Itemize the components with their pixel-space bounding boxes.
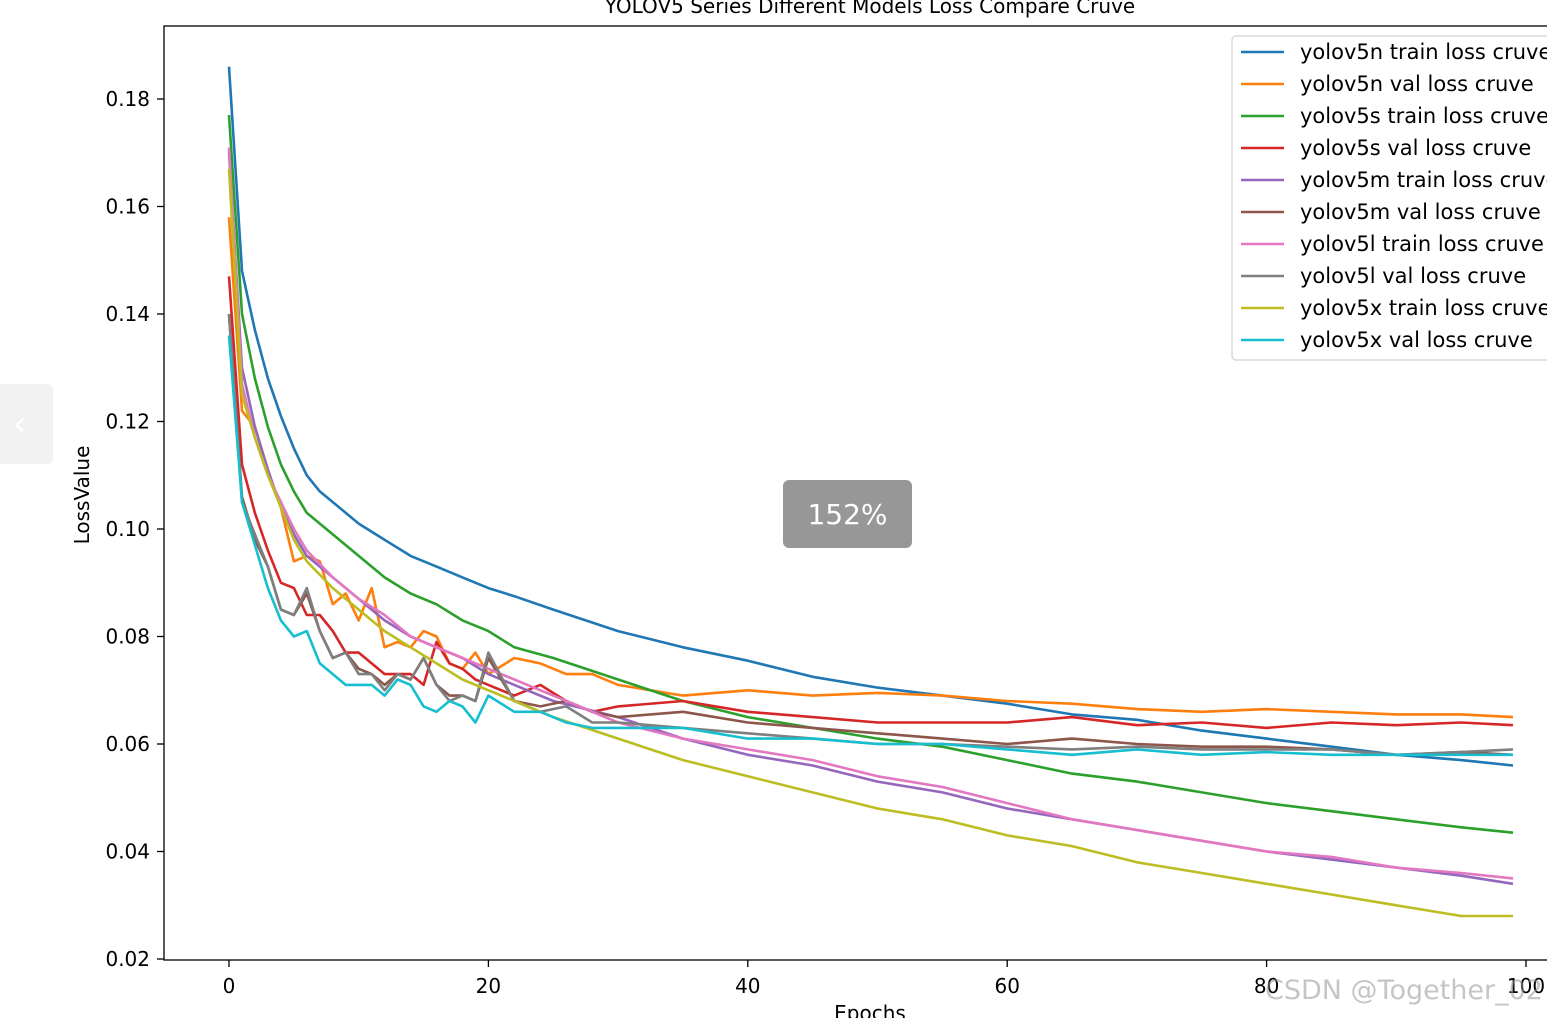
plot-frame xyxy=(163,25,1547,961)
watermark: CSDN @Together_02 xyxy=(1264,975,1543,1006)
y-axis-label: LossValue xyxy=(70,446,94,545)
series-line-10 xyxy=(227,335,1513,757)
legend-entry-label: yolov5l train loss cruve xyxy=(1300,232,1544,256)
series-line-3 xyxy=(227,115,1514,834)
x-tick-label: 20 xyxy=(476,974,501,998)
plot-area xyxy=(163,25,1547,961)
x-tick-label: 60 xyxy=(994,974,1019,998)
chart-title: YOLOV5 Series Different Models Loss Comp… xyxy=(604,0,1135,18)
y-tick-label: 0.12 xyxy=(105,410,150,434)
x-axis: 0 20 40 60 80 100 xyxy=(223,960,1545,998)
chart-legend: yolov5n train loss cruve yolov5n val loss… xyxy=(1231,35,1547,361)
legend-entry-label: yolov5x val loss cruve xyxy=(1300,328,1533,352)
x-tick-label: 0 xyxy=(223,974,236,998)
y-tick-label: 0.18 xyxy=(105,87,150,111)
x-axis-label: Epochs xyxy=(834,1001,906,1018)
y-tick-label: 0.16 xyxy=(105,195,150,219)
y-axis: 0.02 0.04 0.06 0.08 0.10 0.12 0.14 0.16 0.18 xyxy=(105,87,164,971)
legend-entry-label: yolov5n train loss cruve xyxy=(1300,40,1547,64)
y-tick-label: 0.08 xyxy=(105,625,150,649)
y-tick-label: 0.02 xyxy=(105,947,150,971)
y-tick-label: 0.06 xyxy=(105,732,150,756)
series-line-8 xyxy=(227,313,1514,757)
x-tick-label: 80 xyxy=(1254,974,1279,998)
legend-entry-label: yolov5s val loss cruve xyxy=(1300,136,1531,160)
legend-entry-label: yolov5m train loss cruve xyxy=(1300,168,1547,192)
legend-entry-label: yolov5s train loss cruve xyxy=(1300,104,1547,128)
y-tick-label: 0.10 xyxy=(105,517,150,541)
chevron-left-icon: ‹ xyxy=(12,404,27,444)
y-tick-label: 0.14 xyxy=(105,302,150,326)
x-tick-label: 100 xyxy=(1507,974,1545,998)
y-tick-label: 0.04 xyxy=(105,840,150,864)
legend-entry-label: yolov5x train loss cruve xyxy=(1300,296,1547,320)
zoom-level-badge: 152% xyxy=(783,480,912,548)
legend-box xyxy=(1231,35,1547,361)
series-line-7 xyxy=(227,147,1514,880)
x-tick-label: 40 xyxy=(735,974,760,998)
legend-entry-label: yolov5m val loss cruve xyxy=(1300,200,1541,224)
previous-image-button[interactable]: ‹ xyxy=(0,384,53,464)
series-line-1 xyxy=(227,66,1514,767)
legend-entry-label: yolov5n val loss cruve xyxy=(1300,72,1534,96)
legend-entry-label: yolov5l val loss cruve xyxy=(1300,264,1526,288)
